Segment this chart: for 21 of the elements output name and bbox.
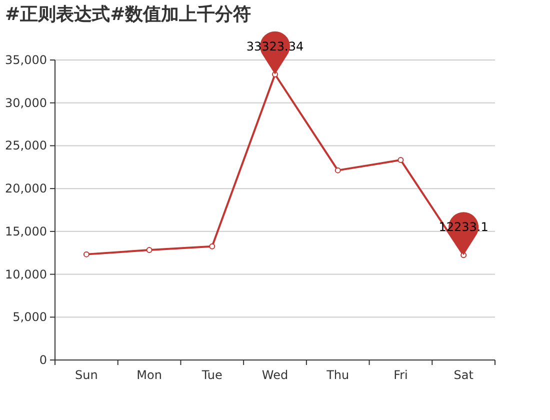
point	[398, 157, 404, 164]
y-tick-label: 20,000	[5, 182, 47, 196]
x-tick-label: Thu	[326, 368, 350, 382]
x-tick-label: Sun	[75, 368, 98, 382]
x-tick-label: Tue	[200, 368, 222, 382]
y-tick-label: 35,000	[5, 53, 47, 67]
point	[83, 251, 90, 258]
x-tick-label: Wed	[262, 368, 288, 382]
point	[146, 247, 152, 254]
point	[334, 167, 341, 174]
y-tick-label: 15,000	[5, 224, 47, 238]
x-tick-label: Sat	[454, 368, 474, 382]
y-tick-label: 25,000	[5, 138, 47, 153]
x-tick-label: Fri	[394, 368, 408, 382]
point	[209, 243, 216, 250]
y-tick-label: 5,000	[12, 310, 47, 324]
y-tick-label: 0	[39, 353, 47, 367]
title: #正则表达式#数值加上千分符	[5, 4, 252, 25]
y-tick-label: 30,000	[5, 96, 47, 110]
y-tick-label: 10,000	[5, 267, 47, 282]
x-tick-label: Mon	[136, 368, 162, 382]
